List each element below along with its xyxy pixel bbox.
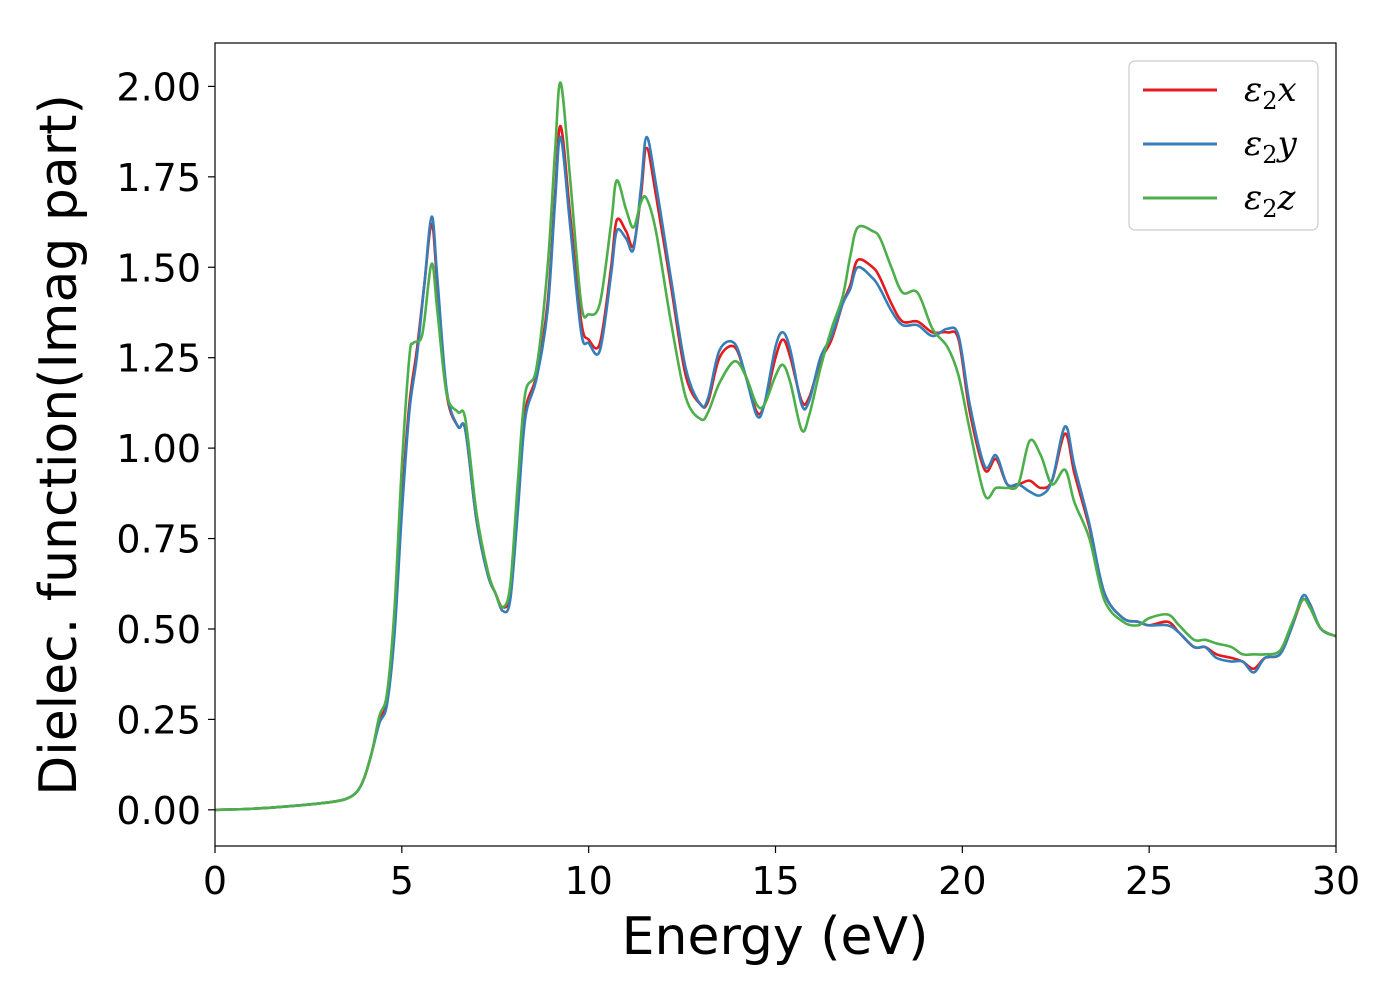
y-tick-label: 1.25: [116, 337, 201, 381]
x-tick-label: 10: [564, 859, 612, 903]
plot-frame: [214, 42, 1337, 847]
series-line-z: [214, 81, 1337, 812]
y-axis-title: Dielec. function(Imag part): [29, 94, 89, 796]
y-tick-label: 0.25: [116, 698, 201, 742]
x-tick-label: 15: [751, 859, 799, 903]
legend-box: [1128, 60, 1319, 231]
legend-label-x: ε2x: [1244, 70, 1297, 115]
x-tick-label: 20: [938, 859, 986, 903]
legend: ε2x ε2y ε2z: [1128, 60, 1319, 231]
legend-label-y: ε2y: [1244, 124, 1298, 169]
y-tick-label: 1.50: [116, 246, 201, 290]
y-tick-label: 1.75: [116, 156, 201, 200]
x-tick-label: 25: [1125, 859, 1173, 903]
series-layer: [214, 81, 1337, 812]
legend-label-z: ε2z: [1244, 178, 1297, 223]
y-tick-label: 0.75: [116, 518, 201, 562]
y-tick-label: 2.00: [116, 65, 201, 109]
x-tick-label: 0: [203, 859, 227, 903]
y-tick-label: 0.50: [116, 608, 201, 652]
x-tick-label: 30: [1312, 859, 1360, 903]
x-axis-title: Energy (eV): [622, 907, 929, 967]
tick-layer: 0 5 10 15 20 25 30 0.00 0.25 0.50 0.75 1.00 1.25 1.50…: [116, 65, 1360, 903]
series-line-y: [214, 135, 1337, 812]
y-tick-label: 0.00: [116, 789, 201, 833]
x-tick-label: 5: [390, 859, 414, 903]
y-tick-label: 1.00: [116, 427, 201, 471]
